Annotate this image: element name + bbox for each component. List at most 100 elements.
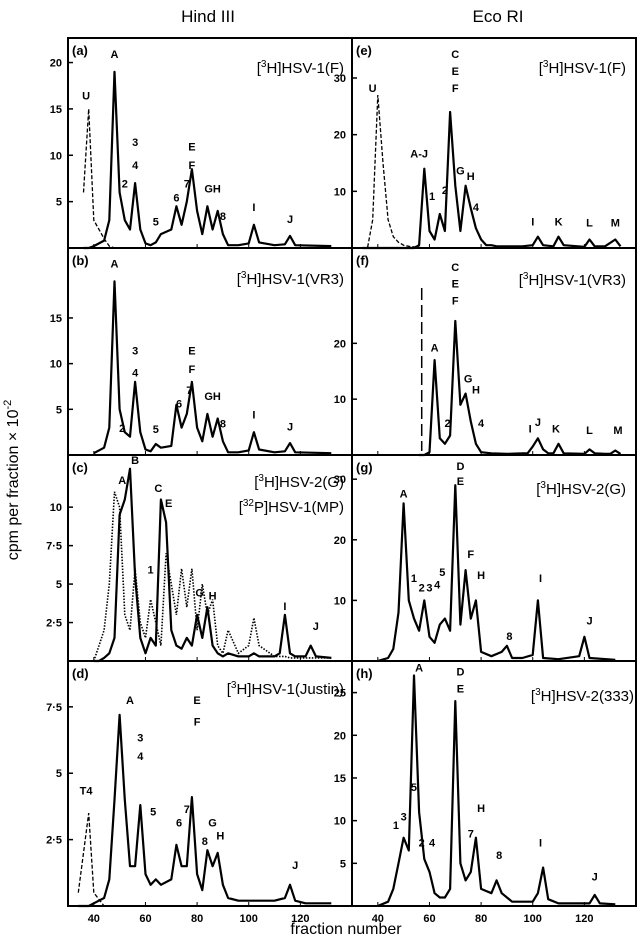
peak-label: B [131,455,139,467]
x-tick-label: 80 [191,913,203,925]
peak-label: I [531,216,534,228]
peak-label: F [189,160,196,172]
panel-letter: (a) [72,43,88,58]
panel-d: (d) 7·5 5 2·5 [3H]HSV-1(Justin) T4 A 3 4 5 67 EF 8GH… [46,660,353,908]
peak-label: 3 [401,812,407,824]
peak-label: H [209,590,217,602]
y-tick-label: 20 [334,130,346,142]
panel-title: [3H]HSV-2(G) [536,480,626,498]
peak-label: 2 [419,582,425,594]
series-dashed [77,813,332,907]
peak-label: 4 [132,367,139,379]
panel-letter: (c) [72,460,88,475]
panel-letter: (g) [356,460,373,475]
y-tick-label: 10 [50,502,62,514]
panel-letter: (h) [356,666,373,681]
y-tick-label: 10 [334,186,346,198]
panel-h: (h) 25 20 15 10 5 [3H]HSV-2(333) 13 5 A 2 4 DE 7 H 8 I J [334,660,637,908]
peak-label: D [456,461,464,473]
peak-label: 4 [137,751,144,763]
peak-label: F [194,716,201,728]
peak-label: 8 [220,419,226,431]
peak-label: 5 [153,424,159,436]
y-tick-label: 5 [56,197,62,209]
panel-b: (b) 15 10 5 [3H]HSV-1(VR3) A 2 3 4 5 67 EF GH 8 I J [50,247,353,456]
peak-label: 7 [184,804,190,816]
x-tick-label: 100 [240,913,258,925]
series-dashed [82,108,332,249]
peak-label: A [400,488,408,500]
series-solid [93,280,332,455]
peak-label: 1 [393,820,399,832]
column-title-hind3: Hind III [181,7,235,26]
y-tick-label: 5 [340,858,346,870]
y-tick-label: 20 [334,730,346,742]
peak-label: 2 [119,423,125,435]
peak-label: J [586,616,592,628]
x-tick-label: 120 [575,913,593,925]
peak-label: E [165,498,172,510]
panel-title: [3H]HSV-2(333) [531,687,634,705]
y-tick-label: 10 [334,394,346,406]
peak-label: T4 [80,785,94,797]
peak-label: 5 [153,217,159,229]
peak-label: E [457,476,464,488]
peak-label: 2 [444,418,450,430]
peak-label: E [188,346,195,358]
peak-label: M [613,425,622,437]
peak-label: I [539,573,542,585]
peak-label: C [451,262,459,274]
peak-label: F [452,295,459,307]
y-tick-label: 2·5 [46,835,62,847]
peak-label: H [216,831,224,843]
peak-label: J [292,860,298,872]
peak-label: 2 [442,185,448,197]
peak-label: 8 [496,850,502,862]
peak-label: E [452,66,459,78]
peak-label: D [456,667,464,679]
panel-letter: (f) [356,253,369,268]
x-tick-label: 120 [291,913,309,925]
panel-letter: (e) [356,43,372,58]
peak-label: I [252,409,255,421]
panel-e: (e) 30 20 10 [3H]HSV-1(F) U A-J 1 2 CEF G H 4 I K L M [334,37,637,250]
peak-label: 8 [220,211,226,223]
y-tick-label: 15 [334,773,346,785]
peak-label: H [477,803,485,815]
peak-label: J [313,621,319,633]
series-solid [78,713,332,908]
panel-title: [3H]HSV-1(Justin) [227,680,344,698]
peak-label: E [457,684,464,696]
peak-label: 4 [429,837,436,849]
series-solid [83,70,332,250]
peak-label: 5 [439,567,445,579]
series-dashed [362,94,621,249]
series-solid [377,484,616,663]
y-tick-label: 10 [334,595,346,607]
panel-title: [3H]HSV-1(VR3) [237,270,344,288]
peak-label: 7 [184,179,190,191]
peak-label: I [529,424,532,436]
y-tick-label: 5 [56,768,62,780]
y-tick-label: 10 [50,150,62,162]
peak-label: 3 [132,137,138,149]
y-tick-label: 5 [56,579,62,591]
peak-label: K [552,424,560,436]
y-tick-label: 25 [334,688,346,700]
peak-label: I [252,202,255,214]
panel-letter: (b) [72,253,89,268]
y-tick-label: 20 [334,338,346,350]
peak-label: 2 [122,179,128,191]
series-solid [93,467,332,663]
peak-label: 4 [434,579,441,591]
peak-label: H [477,570,485,582]
peak-label: 6 [173,193,179,205]
peak-label: I [283,601,286,613]
panel-title: [3H]HSV-1(F) [257,59,344,77]
peak-label: U [82,91,90,103]
peak-label: J [287,214,293,226]
panel-title-2: [32P]HSV-1(MP) [239,498,344,516]
panel-title: [3H]HSV-1(VR3) [519,271,626,289]
peak-label: 5 [150,807,156,819]
